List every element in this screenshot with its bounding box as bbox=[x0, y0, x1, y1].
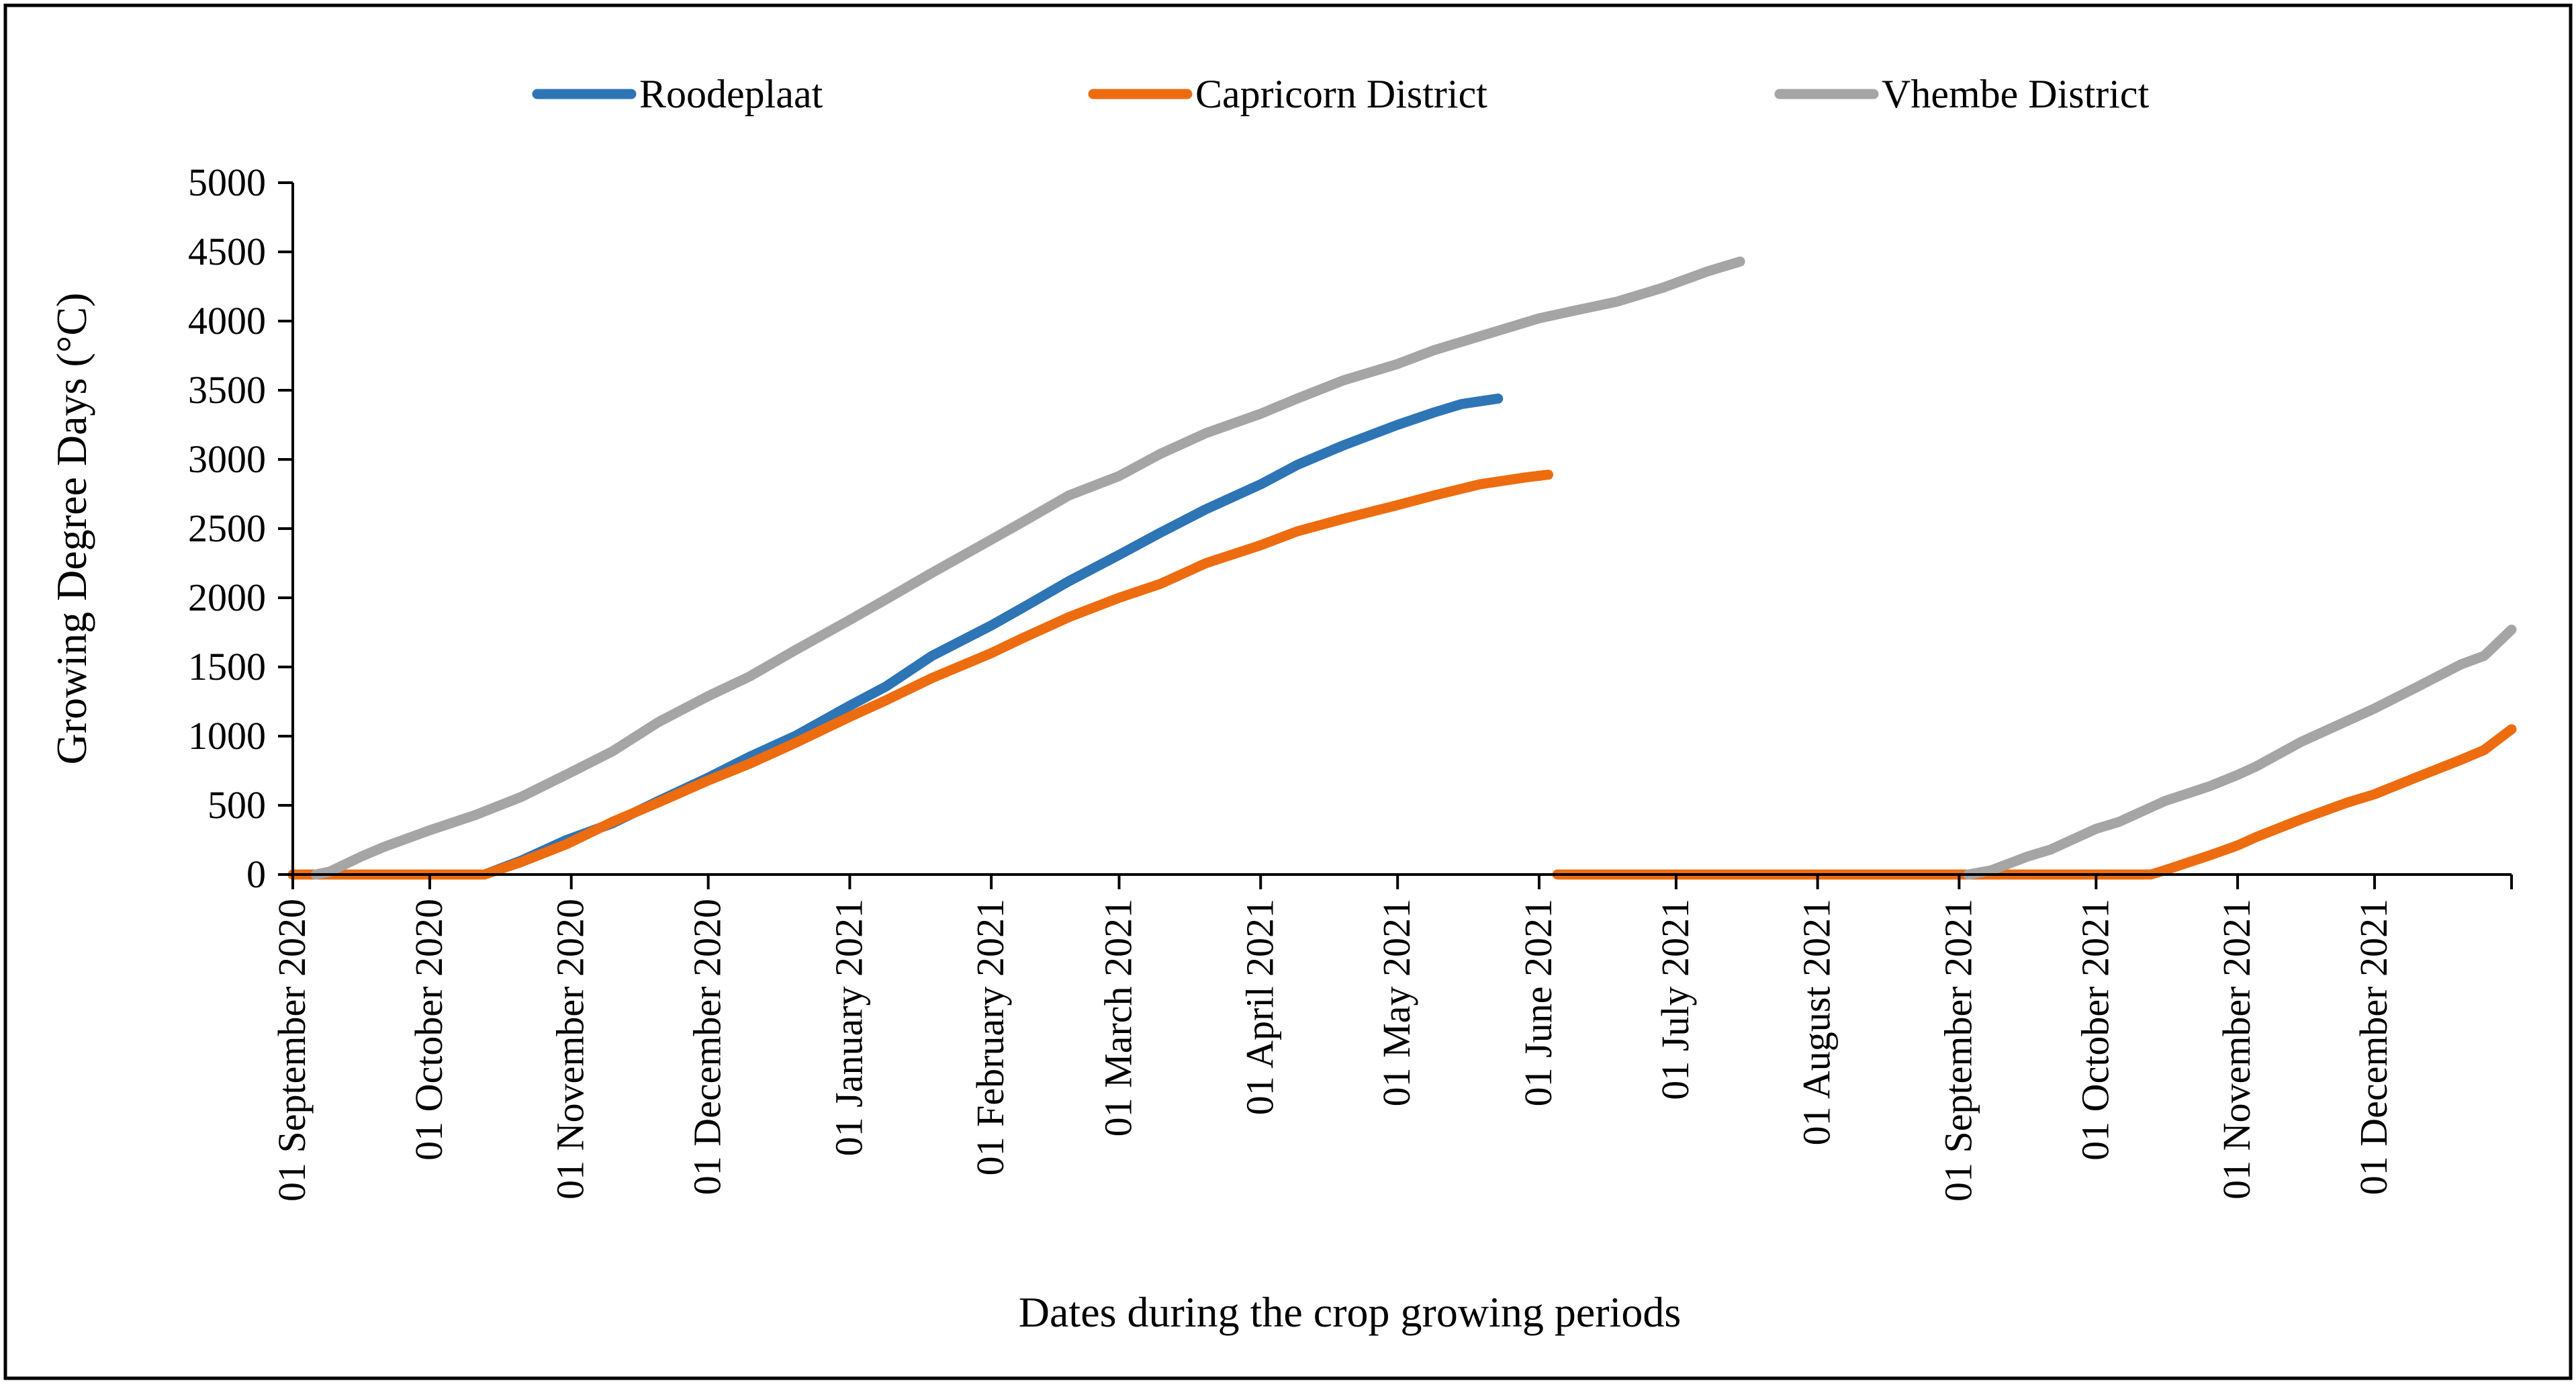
series-line-capricorn-district-2 bbox=[1552, 724, 2517, 880]
x-tick-label: 01 May 2021 bbox=[1375, 899, 1418, 1106]
x-tick-label: 01 June 2021 bbox=[1516, 899, 1560, 1106]
x-tick-label: 01 November 2020 bbox=[549, 899, 592, 1200]
y-axis-title: Growing Degree Days (°C) bbox=[48, 293, 95, 765]
x-tick-label: 01 April 2021 bbox=[1238, 899, 1281, 1115]
y-tick-label: 1500 bbox=[188, 645, 266, 688]
x-tick-label: 01 December 2021 bbox=[2352, 899, 2395, 1195]
x-tick-label: 01 January 2021 bbox=[827, 899, 870, 1156]
legend: Roodeplaat Capricorn District Vhembe Distr… bbox=[532, 72, 2150, 116]
y-tick-label: 5000 bbox=[188, 161, 266, 204]
y-ticks: 0 500 1000 1500 2000 2500 3000 3500 4000 4500 5000 bbox=[188, 161, 293, 896]
chart-border bbox=[3, 3, 2573, 1380]
y-tick-label: 0 bbox=[246, 852, 266, 896]
series-line-capricorn-district-1 bbox=[287, 469, 1553, 880]
x-tick-label: 01 February 2021 bbox=[968, 899, 1012, 1175]
x-tick-label: 01 July 2021 bbox=[1653, 899, 1697, 1100]
y-tick-label: 2000 bbox=[188, 576, 266, 619]
legend-label-roodeplaat: Roodeplaat bbox=[639, 72, 823, 116]
y-tick-label: 4000 bbox=[188, 299, 266, 343]
x-tick-label: 01 September 2020 bbox=[270, 899, 314, 1202]
x-tick-label: 01 August 2021 bbox=[1795, 899, 1839, 1145]
y-tick-label: 500 bbox=[208, 783, 266, 827]
x-tick-label: 01 October 2020 bbox=[407, 899, 451, 1161]
x-axis-title: Dates during the crop growing periods bbox=[1019, 1288, 1681, 1336]
legend-label-vhembe-district: Vhembe District bbox=[1882, 72, 2150, 116]
plot-lines bbox=[287, 256, 2517, 880]
x-ticks: 01 September 2020 01 October 2020 01 Novem… bbox=[270, 875, 2513, 1202]
series-line-vhembe-district-2 bbox=[1963, 624, 2517, 880]
x-tick-label: 01 October 2021 bbox=[2073, 899, 2117, 1161]
series-line-vhembe-district-1 bbox=[310, 256, 1745, 880]
y-tick-label: 4500 bbox=[188, 230, 266, 273]
x-tick-label: 01 September 2021 bbox=[1936, 899, 1980, 1202]
x-tick-label: 01 March 2021 bbox=[1097, 899, 1140, 1136]
y-tick-label: 3000 bbox=[188, 437, 266, 481]
y-tick-label: 1000 bbox=[188, 714, 266, 758]
x-tick-label: 01 November 2021 bbox=[2215, 899, 2258, 1200]
legend-label-capricorn-district: Capricorn District bbox=[1195, 72, 1487, 116]
x-tick-label: 01 December 2020 bbox=[686, 899, 729, 1195]
y-tick-label: 2500 bbox=[188, 506, 266, 550]
y-tick-label: 3500 bbox=[188, 368, 266, 412]
